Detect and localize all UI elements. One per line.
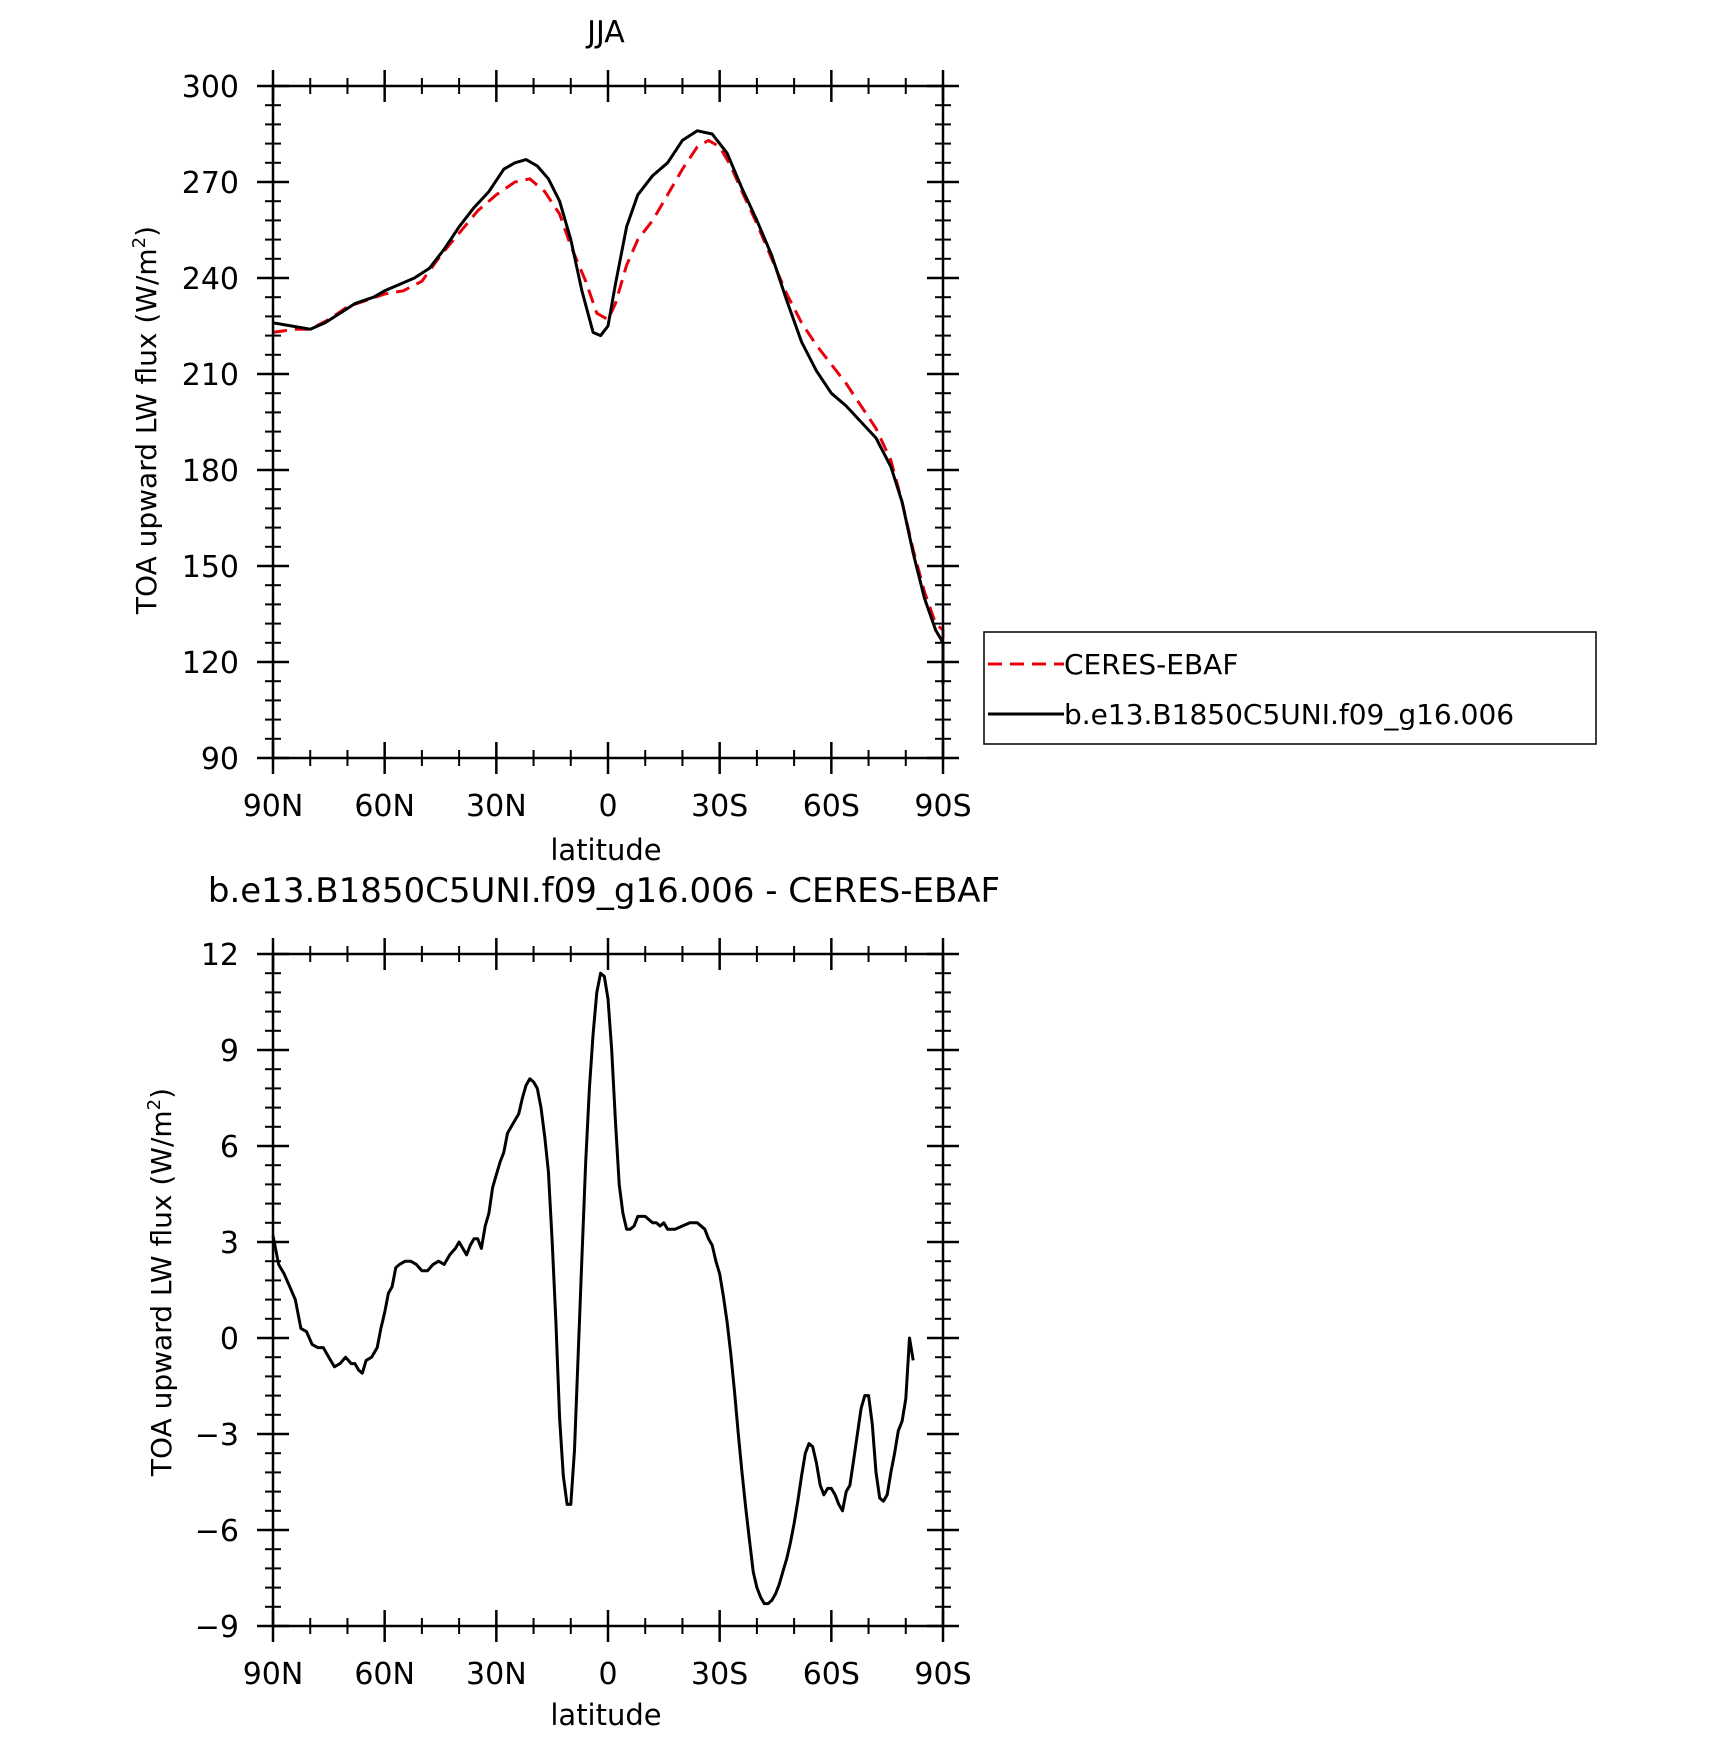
top-y-tick-label: 90 xyxy=(201,742,239,777)
top-chart: JJA 90 120 150 180 210 240 270 300 90N 60N 30N 0 30S… xyxy=(129,15,1597,867)
top-x-tick-label: 30N xyxy=(466,789,527,824)
top-x-tick-label: 60S xyxy=(803,789,860,824)
bottom-plot-area: −9 −6 −3 0 3 6 9 12 90N 60N 30N 0 30S 60S 90S xyxy=(195,938,972,1692)
top-y-axis-label-main: TOA upward LW flux (W/m xyxy=(130,248,163,615)
bottom-y-axis-label-sup: 2 xyxy=(144,1099,165,1110)
legend: CERES-EBAF b.e13.B1850C5UNI.f09_g16.006 xyxy=(983,631,1597,745)
top-y-tick-label: 210 xyxy=(182,358,239,393)
bottom-chart-title: b.e13.B1850C5UNI.f09_g16.006 - CERES-EBA… xyxy=(208,871,1000,911)
bottom-y-tick-label: −3 xyxy=(195,1418,239,1453)
top-y-axis-label: TOA upward LW flux (W/m2) xyxy=(129,226,163,615)
legend-label-model: b.e13.B1850C5UNI.f09_g16.006 xyxy=(1064,698,1514,731)
bottom-y-tick-label: 6 xyxy=(220,1130,239,1165)
bottom-y-tick-label: 0 xyxy=(220,1322,239,1357)
legend-box xyxy=(983,631,1597,745)
top-x-tick-label: 90N xyxy=(243,789,304,824)
bottom-x-tick-label: 30S xyxy=(691,1657,748,1692)
top-y-tick-label: 240 xyxy=(182,262,239,297)
bottom-y-axis-label-main: TOA upward LW flux (W/m xyxy=(145,1110,178,1477)
top-y-axis-label-sup: 2 xyxy=(129,237,150,248)
bottom-y-tick-label: 9 xyxy=(220,1034,239,1069)
bottom-chart: b.e13.B1850C5UNI.f09_g16.006 - CERES-EBA… xyxy=(144,871,1000,1732)
top-series-line-1 xyxy=(272,129,945,685)
top-x-tick-label: 0 xyxy=(598,789,617,824)
top-plot-area: 90 120 150 180 210 240 270 300 90N 60N 30N 0 30S 60S 9… xyxy=(182,70,972,824)
bottom-y-axis-label: TOA upward LW flux (W/m2) xyxy=(144,1088,178,1477)
top-y-tick-label: 120 xyxy=(182,646,239,681)
top-y-axis-label-end: ) xyxy=(130,226,163,237)
top-y-tick-label: 180 xyxy=(182,454,239,489)
bottom-x-axis-label: latitude xyxy=(550,1698,661,1732)
top-x-tick-label: 60N xyxy=(354,789,415,824)
bottom-x-tick-label: 90S xyxy=(914,1657,971,1692)
bottom-y-tick-label: −9 xyxy=(195,1610,239,1645)
bottom-y-tick-label: 12 xyxy=(201,938,239,973)
bottom-x-tick-label: 60S xyxy=(803,1657,860,1692)
bottom-series-line-0 xyxy=(271,971,915,1606)
top-y-tick-label: 300 xyxy=(182,70,239,105)
bottom-x-tick-label: 90N xyxy=(243,1657,304,1692)
top-y-tick-label: 270 xyxy=(182,166,239,201)
top-x-axis-label: latitude xyxy=(550,833,661,867)
top-series-line-0 xyxy=(272,138,945,685)
top-chart-title: JJA xyxy=(585,15,625,50)
legend-label-ceres-ebaf: CERES-EBAF xyxy=(1064,648,1238,681)
bottom-y-tick-label: 3 xyxy=(220,1226,239,1261)
bottom-y-tick-label: −6 xyxy=(195,1514,239,1549)
bottom-plot-frame xyxy=(271,952,945,1628)
bottom-y-axis-label-end: ) xyxy=(145,1088,178,1099)
bottom-x-tick-label: 30N xyxy=(466,1657,527,1692)
bottom-x-tick-label: 60N xyxy=(354,1657,415,1692)
top-plot-frame xyxy=(271,84,945,760)
top-x-tick-label: 90S xyxy=(914,789,971,824)
top-y-tick-label: 150 xyxy=(182,550,239,585)
bottom-x-tick-label: 0 xyxy=(598,1657,617,1692)
top-x-tick-label: 30S xyxy=(691,789,748,824)
